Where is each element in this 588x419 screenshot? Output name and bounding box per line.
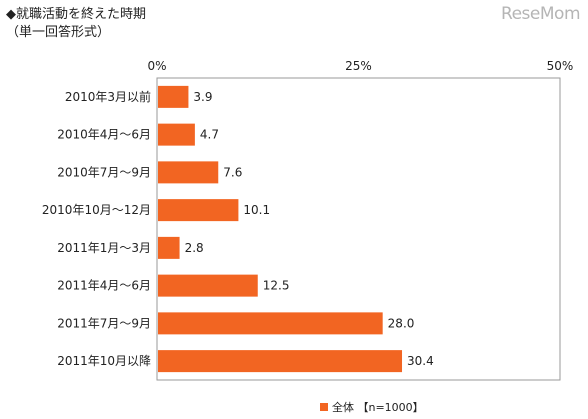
bar [158, 123, 195, 146]
plot-area-frame [156, 77, 561, 381]
chart-title-block: ◆就職活動を終えた時期 （単一回答形式） [6, 6, 146, 42]
bar [158, 85, 189, 108]
bar [158, 350, 403, 373]
chart-subtitle: （単一回答形式） [6, 25, 111, 40]
legend-swatch [320, 403, 328, 411]
value-label: 7.6 [223, 165, 242, 179]
value-label: 2.8 [185, 241, 204, 255]
bar [158, 161, 219, 184]
bar [158, 236, 180, 259]
value-label: 4.7 [200, 128, 219, 142]
category-labels: 2010年3月以前 2010年4月～6月 2010年7月～9月 2010年10月～12… [42, 89, 151, 368]
category-label: 2010年4月～6月 [57, 128, 151, 142]
bar [158, 312, 383, 335]
category-label: 2011年1月～3月 [57, 241, 151, 255]
x-tick-label: 25% [345, 59, 372, 73]
legend: 全体 【n=1000】 [320, 399, 424, 415]
bar [158, 199, 239, 222]
category-label: 2011年4月～6月 [57, 279, 151, 293]
category-label: 2011年7月～9月 [57, 316, 151, 330]
category-label: 2011年10月以降 [57, 354, 151, 368]
x-tick-label: 50% [547, 59, 574, 73]
value-labels: 3.9 4.7 7.6 10.1 2.8 12.5 28.0 30.4 [185, 90, 434, 368]
category-label: 2010年10月～12月 [42, 203, 151, 217]
x-axis: 0% 25% 50% [147, 59, 573, 73]
x-tick-label: 0% [147, 59, 166, 73]
legend-label: 全体 【n=1000】 [332, 401, 424, 414]
value-label: 12.5 [263, 279, 290, 293]
category-label: 2010年7月～9月 [57, 165, 151, 179]
category-label: 2010年3月以前 [65, 89, 151, 104]
value-label: 10.1 [243, 203, 270, 217]
chart-title: ◆就職活動を終えた時期 [6, 7, 146, 22]
value-label: 3.9 [193, 90, 212, 104]
watermark-logo: ReseMom [501, 4, 580, 24]
value-label: 30.4 [407, 354, 434, 368]
bars [158, 85, 403, 373]
bar [158, 274, 258, 297]
value-label: 28.0 [388, 316, 415, 330]
